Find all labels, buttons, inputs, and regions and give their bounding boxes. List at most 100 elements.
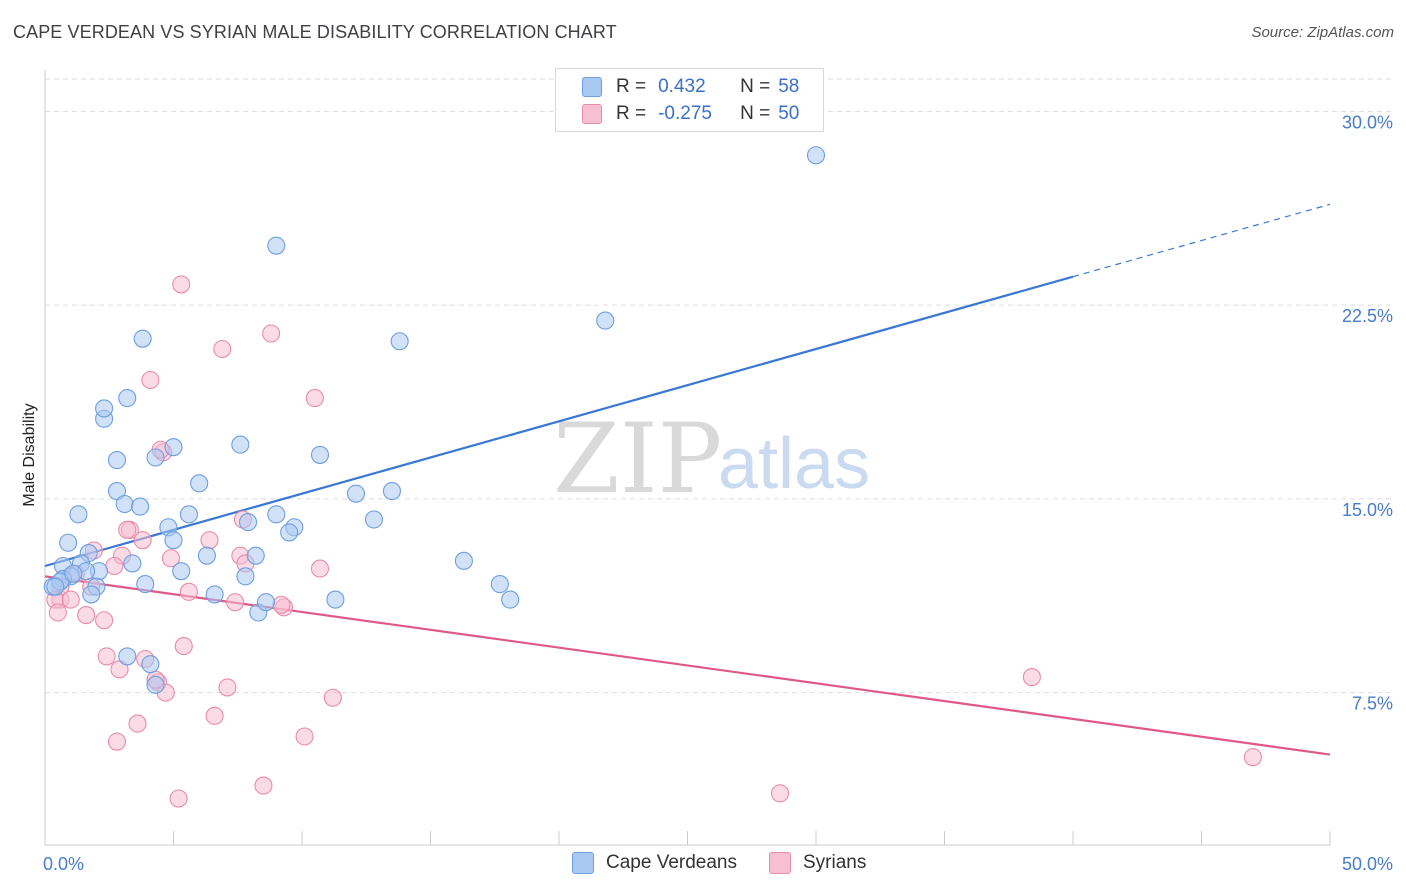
legend-label-syrians: Syrians	[803, 852, 867, 873]
point-syrians	[295, 727, 314, 746]
point-syrians	[48, 603, 67, 622]
legend-r-label: R =	[616, 76, 647, 97]
point-cape-verdeans	[490, 575, 509, 594]
legend-row-pink: R = -0.275 N = 50	[582, 102, 799, 126]
point-cape-verdeans	[346, 484, 366, 503]
point-syrians	[179, 582, 198, 601]
legend-swatch-pink	[769, 852, 791, 874]
y-tick-label: 7.5%	[1352, 694, 1393, 714]
point-cape-verdeans	[133, 329, 152, 348]
legend-r-value: 0.432	[658, 76, 706, 97]
point-cape-verdeans	[146, 448, 165, 467]
point-syrians	[770, 784, 790, 803]
watermark: ZIP atlas	[553, 403, 870, 515]
legend-r-value: -0.275	[658, 103, 712, 124]
point-cape-verdeans	[64, 564, 83, 583]
point-cape-verdeans	[59, 533, 78, 552]
point-cape-verdeans	[118, 389, 137, 408]
legend-swatch-pink	[582, 104, 602, 124]
point-cape-verdeans	[596, 311, 615, 330]
point-syrians	[174, 637, 193, 656]
point-cape-verdeans	[326, 590, 345, 609]
point-cape-verdeans	[190, 474, 209, 493]
x-tick-label: 0.0%	[43, 854, 84, 874]
point-cape-verdeans	[231, 435, 250, 454]
point-cape-verdeans	[107, 451, 127, 470]
axes	[44, 70, 1331, 846]
point-cape-verdeans	[267, 505, 286, 524]
point-syrians	[105, 556, 124, 576]
point-cape-verdeans	[115, 494, 134, 514]
point-cape-verdeans	[454, 551, 473, 570]
legend-swatch-blue	[582, 77, 602, 97]
point-cape-verdeans	[46, 577, 65, 596]
point-cape-verdeans	[205, 585, 224, 604]
point-syrians	[161, 549, 180, 568]
legend-item-cape-verdeans[interactable]: Cape Verdeans	[572, 852, 737, 874]
legend-n-value: 50	[778, 103, 800, 124]
point-cape-verdeans	[179, 505, 198, 524]
point-syrians	[226, 593, 245, 612]
point-syrians	[141, 370, 160, 390]
point-cape-verdeans	[82, 585, 101, 604]
point-cape-verdeans	[141, 655, 160, 674]
point-cape-verdeans	[236, 567, 255, 586]
point-syrians	[1243, 748, 1262, 767]
point-syrians	[97, 647, 116, 666]
point-syrians	[77, 606, 96, 625]
y-axis-label: Male Disability	[21, 403, 38, 506]
point-cape-verdeans	[501, 590, 520, 609]
legend-n-value: 58	[778, 76, 800, 97]
point-cape-verdeans	[280, 523, 299, 542]
point-syrians	[272, 595, 291, 614]
data-points	[43, 146, 1262, 808]
point-cape-verdeans	[382, 482, 402, 501]
tick-labels: 7.5% 15.0% 22.5% 30.0% 0.0% 50.0%	[43, 112, 1393, 874]
series-legend: Cape Verdeans Syrians	[0, 852, 1406, 878]
trend-line-cape-verdeans-extension	[1072, 203, 1331, 278]
point-syrians	[205, 706, 224, 725]
trend-line-cape-verdeans	[44, 275, 1074, 568]
legend-n-label: N =	[740, 103, 771, 124]
point-cape-verdeans	[806, 146, 826, 165]
legend-r-label: R =	[616, 103, 647, 124]
point-syrians	[95, 611, 114, 630]
point-syrians	[262, 324, 281, 343]
point-cape-verdeans	[95, 399, 114, 418]
y-tick-label: 15.0%	[1342, 500, 1393, 520]
point-cape-verdeans	[123, 554, 142, 573]
point-cape-verdeans	[164, 531, 183, 550]
point-syrians	[213, 339, 232, 359]
point-cape-verdeans	[310, 445, 330, 464]
grid-lines	[45, 78, 1392, 694]
point-cape-verdeans	[390, 332, 409, 351]
point-cape-verdeans	[364, 510, 384, 529]
point-syrians	[305, 389, 324, 408]
point-cape-verdeans	[131, 497, 150, 516]
watermark-zip: ZIP	[553, 403, 722, 515]
point-cape-verdeans	[172, 562, 191, 581]
legend-row-blue: R = 0.432 N = 58	[582, 75, 799, 99]
legend-item-syrians[interactable]: Syrians	[769, 852, 866, 874]
legend-label-cape-verdeans: Cape Verdeans	[606, 852, 737, 873]
x-tick-label: 50.0%	[1342, 854, 1393, 874]
point-cape-verdeans	[256, 593, 276, 612]
point-cape-verdeans	[267, 236, 286, 255]
y-tick-label: 30.0%	[1342, 112, 1393, 132]
point-cape-verdeans	[146, 675, 165, 694]
legend-swatch-blue	[572, 852, 594, 874]
y-tick-label: 22.5%	[1342, 306, 1393, 326]
point-syrians	[200, 531, 219, 550]
point-syrians	[107, 732, 127, 751]
point-cape-verdeans	[69, 505, 88, 524]
point-syrians	[133, 531, 152, 550]
point-syrians	[310, 559, 330, 578]
legend-n-label: N =	[740, 76, 771, 97]
point-syrians	[1022, 668, 1041, 687]
point-syrians	[169, 789, 188, 808]
point-cape-verdeans	[238, 513, 258, 532]
point-syrians	[254, 776, 273, 795]
point-cape-verdeans	[118, 647, 137, 666]
stats-legend: R = 0.432 N = 58 R = -0.275 N = 50	[555, 68, 824, 132]
